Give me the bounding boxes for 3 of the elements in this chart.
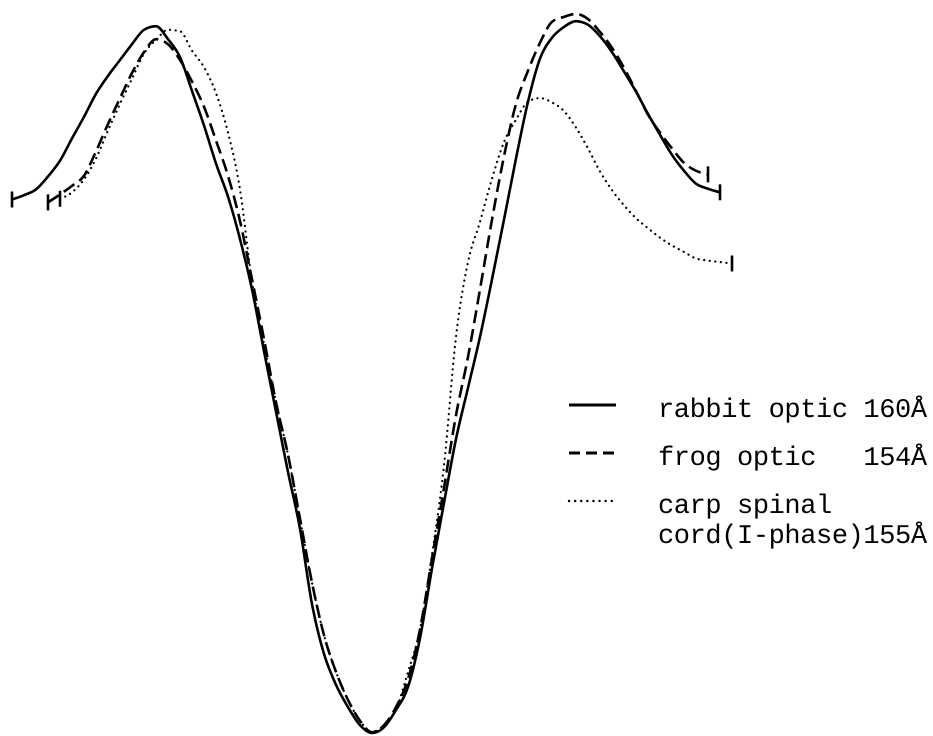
legend-label: rabbit optic 160Å	[658, 395, 928, 426]
legend-label: carp spinal cord(I-phase)155Å	[658, 492, 928, 552]
legend-label: frog optic 154Å	[658, 443, 928, 474]
